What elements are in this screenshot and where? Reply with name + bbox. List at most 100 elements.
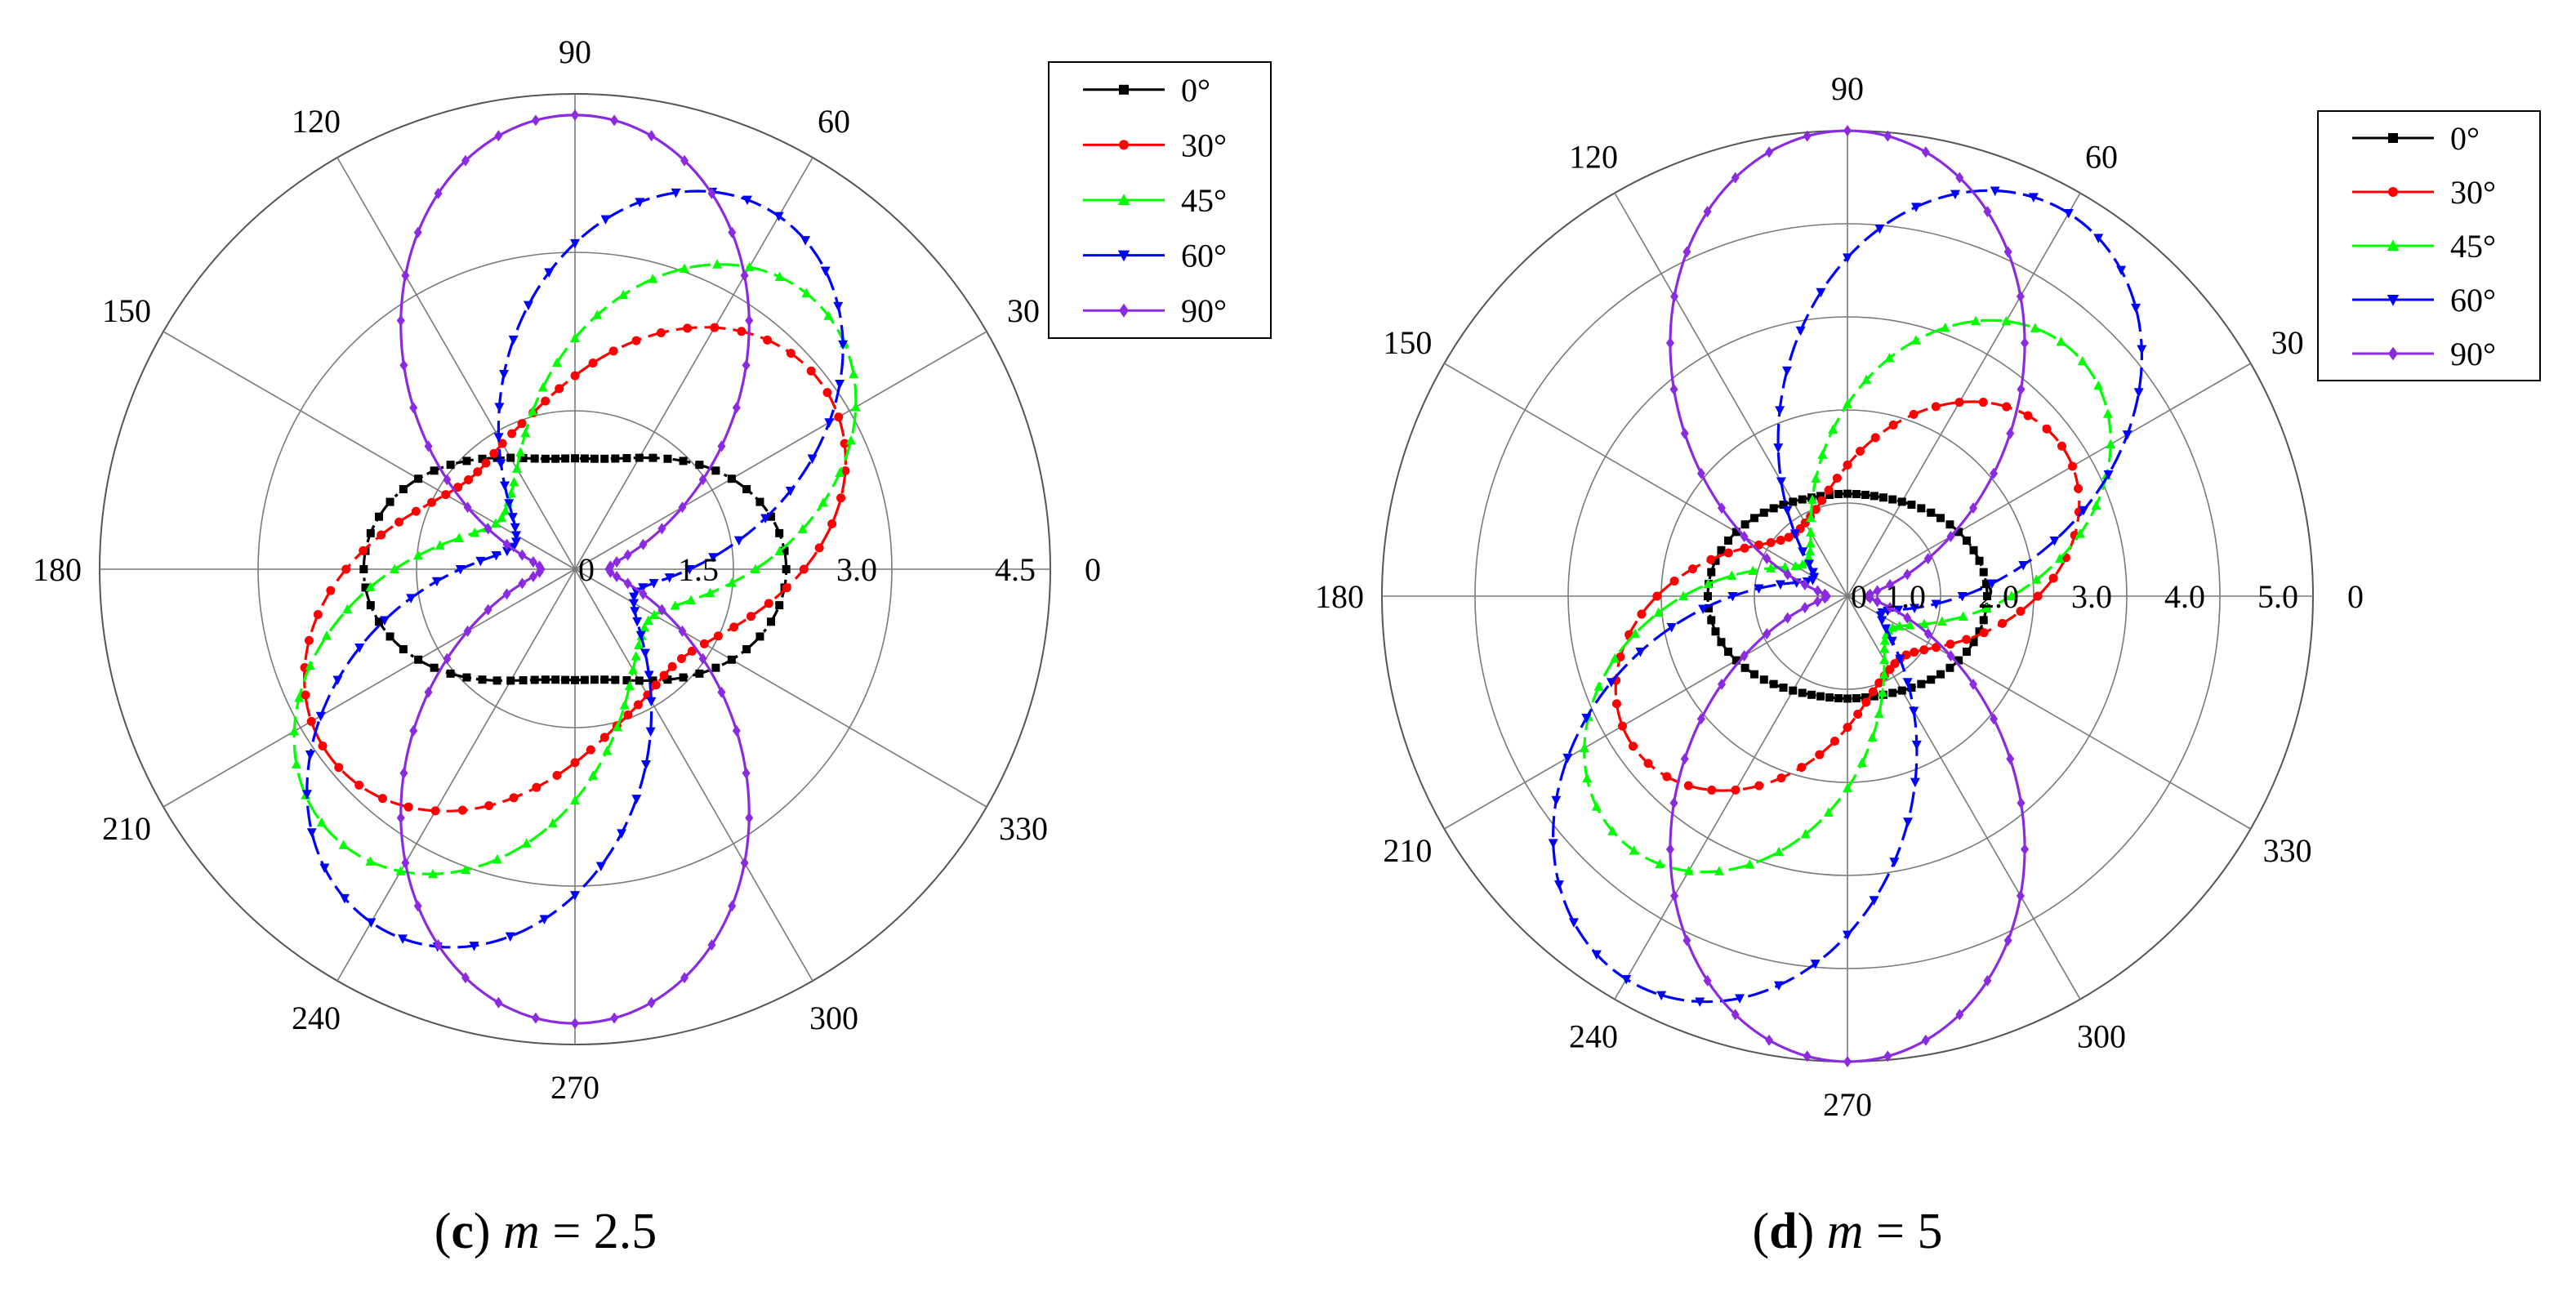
data-point: [551, 357, 562, 367]
data-point: [1968, 678, 1977, 690]
data-point: [1680, 427, 1689, 439]
data-point: [1607, 826, 1618, 835]
data-point: [698, 653, 707, 665]
data-point: [1776, 477, 1786, 487]
data-point: [807, 454, 818, 465]
data-point: [386, 497, 394, 506]
data-point: [1805, 527, 1816, 537]
data-point: [592, 310, 603, 319]
data-point: [464, 475, 474, 485]
legend-entry: 90°: [2352, 336, 2496, 372]
data-point: [648, 453, 657, 462]
data-point: [635, 198, 645, 207]
data-point: [1887, 636, 1897, 647]
legend-marker: [1119, 140, 1129, 150]
data-point: [2001, 315, 2012, 326]
legend-marker: [1119, 303, 1129, 318]
data-point: [833, 301, 844, 312]
data-point: [1803, 1050, 1812, 1062]
data-point: [651, 680, 661, 690]
data-point: [1666, 622, 1677, 633]
data-point: [1917, 679, 1926, 688]
data-point: [1806, 512, 1816, 523]
data-point: [1873, 595, 1882, 608]
data-point: [717, 686, 726, 698]
data-point: [1894, 621, 1905, 630]
data-point: [1683, 781, 1693, 791]
data-point: [2006, 590, 2017, 600]
data-point: [484, 604, 492, 616]
radial-tick-label: 0: [578, 551, 595, 588]
data-point: [431, 577, 442, 587]
data-point: [499, 370, 510, 380]
data-point: [640, 759, 651, 770]
series-group: [1548, 125, 2147, 1067]
data-point: [319, 863, 330, 873]
data-point: [740, 269, 749, 282]
data-point: [1903, 568, 1912, 581]
data-point: [1763, 552, 1772, 564]
data-point: [1884, 353, 1895, 363]
data-point: [2133, 388, 2144, 398]
data-point: [1927, 508, 1936, 517]
data-point: [1888, 688, 1897, 697]
panel-caption: (c) m = 2.5: [435, 1204, 657, 1259]
data-point: [1740, 543, 1749, 553]
data-point: [570, 795, 580, 805]
data-point: [1969, 638, 1978, 647]
angle-tick-label: 0: [2347, 578, 2364, 615]
radial-tick-labels: 0 1.5 3.0 4.5: [578, 551, 1036, 588]
data-point: [414, 474, 423, 483]
data-point: [1907, 500, 1916, 509]
data-point: [1983, 592, 1991, 600]
data-point: [427, 497, 437, 507]
data-point: [1923, 552, 1932, 564]
data-point: [509, 793, 519, 803]
data-point: [1869, 896, 1879, 906]
data-point: [1789, 497, 1798, 506]
data-point: [1957, 592, 1968, 602]
data-point: [602, 746, 613, 755]
data-point: [401, 857, 410, 869]
data-point: [1727, 592, 1738, 602]
data-point: [1911, 203, 1922, 212]
data-point: [1940, 322, 1950, 332]
data-point: [1901, 650, 1911, 660]
caption-value: 5: [1918, 1204, 1943, 1259]
data-point: [399, 644, 408, 653]
legend-label: 60°: [1181, 238, 1227, 274]
data-point: [510, 523, 520, 533]
data-point: [1803, 559, 1814, 570]
data-point: [1593, 681, 1604, 691]
data-point: [1817, 449, 1828, 459]
data-point: [1662, 772, 1672, 782]
data-point: [2016, 290, 2025, 302]
data-point: [678, 625, 687, 637]
data-point: [708, 553, 719, 563]
data-point: [1856, 757, 1867, 768]
data-point: [1807, 568, 1818, 577]
data-point: [1811, 505, 1821, 514]
legend-label: 30°: [2450, 174, 2496, 211]
data-point: [755, 497, 764, 506]
data-point: [1810, 960, 1821, 969]
data-point: [508, 335, 519, 345]
data-point: [705, 587, 715, 598]
data-point: [1909, 706, 1919, 717]
legend-marker: [2388, 346, 2398, 361]
data-point: [1629, 742, 1638, 751]
data-point: [435, 540, 445, 550]
data-point: [840, 466, 850, 476]
data-point: [1852, 489, 1861, 498]
data-point: [1873, 585, 1882, 597]
data-point: [1971, 315, 1981, 326]
data-point: [1748, 565, 1758, 575]
data-point: [463, 501, 472, 514]
data-point: [1754, 781, 1764, 791]
data-point: [775, 601, 784, 610]
data-point: [676, 653, 686, 663]
data-point: [531, 1012, 540, 1024]
data-point: [1843, 399, 1852, 408]
data-point: [1986, 579, 1997, 590]
data-point: [608, 346, 618, 356]
